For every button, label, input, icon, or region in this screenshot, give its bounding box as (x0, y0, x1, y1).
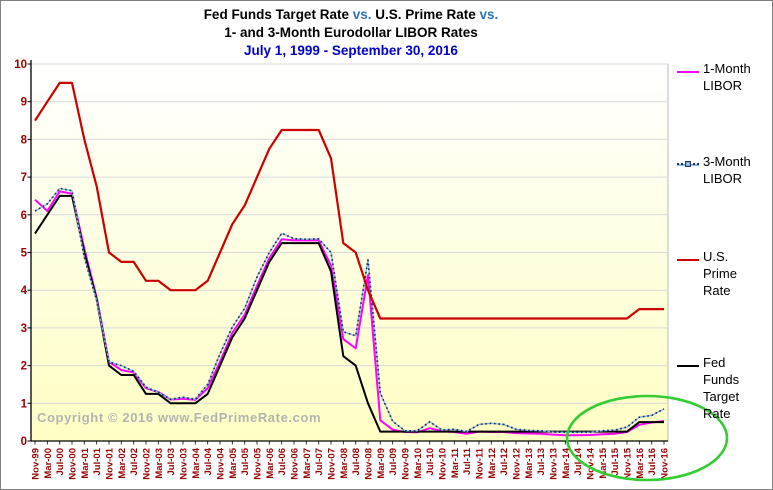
svg-text:Mar-09: Mar-09 (376, 448, 387, 479)
svg-text:Nov-07: Nov-07 (327, 448, 338, 480)
svg-text:Mar-10: Mar-10 (413, 448, 424, 479)
svg-text:1: 1 (21, 398, 28, 410)
svg-text:Mar-03: Mar-03 (154, 448, 165, 479)
svg-text:2: 2 (21, 361, 27, 373)
svg-text:Jul-11: Jul-11 (462, 447, 473, 475)
svg-text:Jul-01: Jul-01 (92, 447, 103, 475)
svg-text:Nov-12: Nov-12 (512, 448, 523, 480)
svg-text:6: 6 (21, 210, 27, 222)
svg-text:8: 8 (21, 134, 28, 146)
svg-text:7: 7 (21, 172, 27, 184)
chart-title: Fed Funds Target Rate vs. U.S. Prime Rat… (1, 6, 701, 60)
svg-text:Mar-15: Mar-15 (598, 447, 609, 478)
svg-text:Mar-02: Mar-02 (117, 448, 128, 479)
svg-text:Nov-08: Nov-08 (364, 448, 375, 480)
svg-text:4: 4 (21, 285, 28, 297)
series-u-s-prime-rate (34, 81, 664, 320)
svg-text:Mar-13: Mar-13 (524, 448, 535, 479)
svg-text:Jul-06: Jul-06 (277, 448, 288, 475)
svg-text:Nov-01: Nov-01 (105, 447, 116, 479)
svg-text:Nov-13: Nov-13 (549, 448, 560, 480)
svg-text:Mar-06: Mar-06 (265, 448, 276, 479)
svg-text:Jul-04: Jul-04 (203, 447, 214, 475)
svg-text:Jul-03: Jul-03 (166, 448, 177, 475)
svg-text:Nov-99: Nov-99 (31, 448, 42, 480)
svg-text:Jul-13: Jul-13 (536, 448, 547, 475)
svg-text:Jul-02: Jul-02 (129, 448, 140, 475)
svg-text:Nov-11: Nov-11 (475, 447, 486, 479)
svg-text:3: 3 (21, 323, 27, 335)
svg-text:Nov-02: Nov-02 (142, 448, 153, 480)
highlight-ellipse (565, 394, 729, 482)
svg-text:Mar-12: Mar-12 (487, 448, 498, 479)
svg-text:Mar-05: Mar-05 (228, 447, 239, 478)
title-vs-2: vs. (479, 7, 499, 22)
svg-text:Jul-08: Jul-08 (351, 448, 362, 475)
chart-title-line2: 1- and 3-Month Eurodollar LIBOR Rates (224, 25, 478, 40)
watermark: Copyright © 2016 www.FedPrimeRate.com (37, 410, 322, 425)
svg-text:Nov-03: Nov-03 (179, 448, 190, 480)
svg-text:0: 0 (21, 436, 27, 448)
svg-text:Mar-04: Mar-04 (191, 447, 202, 478)
svg-text:Nov-15: Nov-15 (623, 447, 634, 479)
svg-text:Mar-01: Mar-01 (80, 447, 91, 478)
svg-text:Nov-04: Nov-04 (216, 447, 227, 479)
svg-text:Nov-09: Nov-09 (401, 448, 412, 480)
x-axis-labels: Nov-99 Mar-00 Jul-00 Nov-00 Mar-01 Jul-01 Nov-… (31, 447, 671, 479)
svg-text:9: 9 (21, 97, 27, 109)
series-3-month-libor (34, 187, 665, 434)
svg-text:Jul-00: Jul-00 (55, 448, 66, 475)
svg-text:Jul-12: Jul-12 (499, 448, 510, 475)
series-1-month-libor (34, 190, 665, 437)
svg-text:Mar-16: Mar-16 (635, 448, 646, 479)
svg-text:Jul-07: Jul-07 (314, 448, 325, 475)
svg-text:Nov-14: Nov-14 (586, 447, 597, 479)
svg-text:Jul-09: Jul-09 (388, 448, 399, 475)
svg-text:Nov-16: Nov-16 (660, 448, 671, 480)
svg-text:Mar-08: Mar-08 (339, 448, 350, 479)
chart-date-range: July 1, 1999 - September 30, 2016 (244, 43, 458, 58)
title-vs-1: vs. (352, 7, 372, 22)
axes (27, 60, 668, 445)
svg-text:5: 5 (21, 248, 28, 260)
svg-text:Mar-07: Mar-07 (302, 448, 313, 479)
svg-text:Jul-15: Jul-15 (610, 447, 621, 475)
svg-text:Nov-05: Nov-05 (253, 447, 264, 479)
svg-text:Jul-10: Jul-10 (425, 448, 436, 475)
svg-text:Jul-05: Jul-05 (240, 447, 251, 475)
svg-text:Nov-06: Nov-06 (290, 448, 301, 480)
svg-text:Nov-10: Nov-10 (438, 448, 449, 480)
svg-text:Mar-14: Mar-14 (561, 447, 572, 478)
title-segment: Fed Funds Target Rate (203, 7, 353, 22)
svg-text:Mar-11: Mar-11 (450, 447, 461, 478)
svg-text:Nov-00: Nov-00 (68, 448, 79, 480)
svg-text:10: 10 (14, 59, 27, 71)
title-segment: U.S. Prime Rate (371, 7, 480, 22)
svg-text:Jul-16: Jul-16 (647, 448, 658, 475)
svg-text:Mar-00: Mar-00 (43, 448, 54, 479)
gridlines (31, 63, 668, 404)
chart-title-line1: Fed Funds Target Rate vs. U.S. Prime Rat… (1, 6, 701, 24)
y-axis-labels: 0 1 2 3 4 5 6 7 8 9 10 (14, 59, 27, 448)
